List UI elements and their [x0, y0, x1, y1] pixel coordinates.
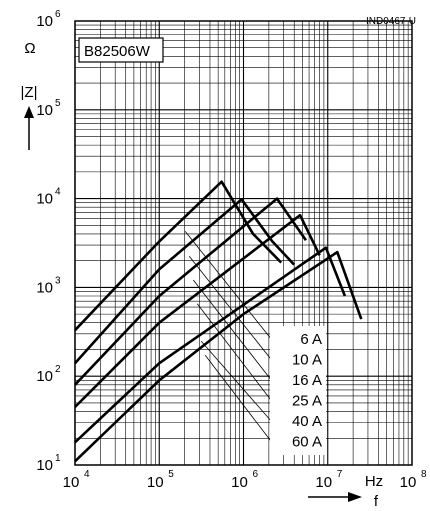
y-tick-exponent: 3 [55, 275, 61, 286]
y-axis-label: |Z| [21, 84, 38, 101]
x-axis-arrow [308, 492, 362, 502]
y-tick-exponent: 4 [55, 187, 61, 198]
y-tick-exponent: 2 [55, 364, 61, 375]
y-tick-label: 10 [36, 457, 53, 474]
series-line [74, 198, 296, 365]
x-tick-exponent: 7 [337, 469, 343, 480]
y-tick-label: 10 [36, 102, 53, 119]
series-line [74, 213, 321, 408]
x-tick-labels: 10 4 10 5 10 6 10 7 10 8 [63, 469, 427, 491]
plot-grid [74, 21, 412, 466]
y-tick-label: 10 [36, 368, 53, 385]
series-line [74, 246, 347, 444]
x-axis-label: f [374, 493, 379, 510]
series-label: 6 A [300, 331, 322, 348]
series-label-box [270, 326, 326, 455]
y-tick-label: 10 [36, 13, 53, 30]
series-label: 60 A [292, 434, 322, 451]
series-leader-line [188, 256, 273, 361]
x-tick-label: 10 [63, 474, 80, 491]
series-label: 25 A [292, 393, 322, 410]
y-tick-label: 10 [36, 191, 53, 208]
y-tick-exponent: 5 [55, 98, 61, 109]
y-unit: Ω [24, 40, 35, 57]
y-axis-arrow [24, 106, 34, 150]
x-tick-exponent: 8 [421, 469, 427, 480]
y-tick-exponent: 1 [55, 453, 61, 464]
series-leader-line [196, 303, 273, 402]
x-tick-exponent: 6 [253, 469, 259, 480]
x-unit: Hz [365, 473, 383, 490]
doc-code: IND0467-U [366, 16, 416, 27]
x-tick-label: 10 [400, 474, 417, 491]
series-line [74, 250, 363, 463]
series-label: 10 A [292, 352, 322, 369]
series-leader-line [192, 279, 273, 382]
x-tick-label: 10 [315, 474, 332, 491]
plot-frame [74, 20, 413, 466]
series-label: 40 A [292, 413, 322, 430]
series-leader-line [204, 355, 273, 443]
series-line [74, 197, 307, 386]
part-number-box: B82506W [78, 37, 164, 63]
series-leader-line [200, 340, 273, 423]
series-labels: 6 A 10 A 16 A 25 A 40 A 60 A [270, 326, 326, 455]
series-leader-lines [184, 231, 273, 443]
part-number: B82506W [84, 43, 151, 60]
x-tick-label: 10 [147, 474, 164, 491]
series-leader-line [184, 231, 273, 341]
series-label: 16 A [292, 372, 322, 389]
y-tick-label: 10 [36, 279, 53, 296]
x-tick-exponent: 4 [84, 469, 90, 480]
x-tick-label: 10 [231, 474, 248, 491]
y-tick-exponent: 6 [55, 9, 61, 20]
impedance-curves [74, 180, 363, 463]
x-tick-exponent: 5 [168, 469, 174, 480]
